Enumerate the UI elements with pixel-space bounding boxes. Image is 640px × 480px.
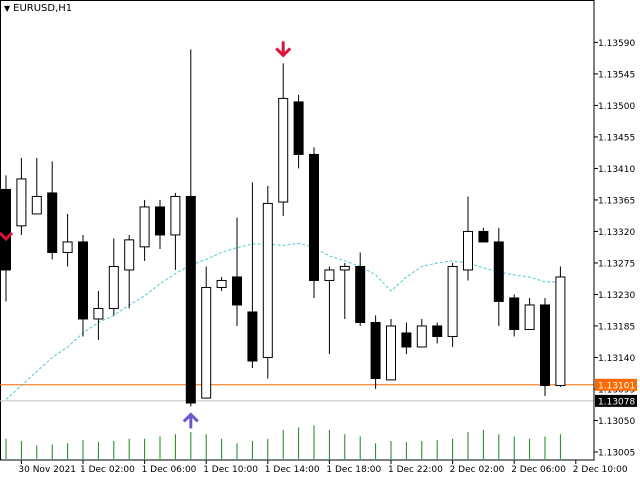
price-tick-label: 1.13140 (598, 354, 635, 364)
bull-candle[interactable] (463, 230, 473, 271)
sell-arrow-icon (0, 231, 14, 242)
bid-price-badge (595, 378, 637, 391)
bull-candle[interactable] (201, 286, 212, 399)
bear-candle[interactable] (155, 206, 165, 236)
price-tick-label: 1.13455 (598, 133, 635, 143)
bull-candle[interactable] (416, 325, 427, 348)
time-tick-label: 1 Dec 18:00 (326, 465, 381, 475)
bear-candle[interactable] (493, 241, 504, 302)
time-tick-label: 2 Dec 02:00 (450, 465, 505, 475)
bull-candle[interactable] (386, 325, 396, 381)
bull-candle[interactable] (216, 279, 227, 288)
ask-price-badge (595, 394, 637, 407)
bull-candle[interactable] (31, 195, 42, 215)
price-tick-label: 1.13365 (598, 196, 635, 206)
triangle-down-icon[interactable]: ▼ (4, 4, 11, 13)
price-tick-label: 1.13275 (598, 259, 635, 269)
ask-price-label: 1.13078 (598, 397, 635, 407)
bull-candle[interactable] (170, 195, 181, 236)
time-tick-label: 1 Dec 10:00 (203, 465, 258, 475)
bull-candle[interactable] (555, 276, 566, 386)
bear-candle[interactable] (401, 332, 412, 348)
bear-candle[interactable] (355, 265, 366, 323)
bull-candle[interactable] (93, 307, 104, 320)
time-tick-label: 1 Dec 22:00 (388, 465, 443, 475)
bear-candle[interactable] (432, 325, 443, 337)
bull-candle[interactable] (62, 241, 73, 253)
symbol-title[interactable]: ▼ EURUSD,H1 (4, 3, 72, 14)
time-tick-label: 1 Dec 02:00 (80, 465, 135, 475)
bull-candle[interactable] (447, 265, 458, 337)
price-tick-label: 1.13545 (598, 70, 635, 80)
bear-candle[interactable] (78, 241, 88, 320)
bull-candle[interactable] (108, 265, 119, 309)
plot-frame (0, 0, 595, 461)
bull-candle[interactable] (524, 304, 535, 330)
bull-candle[interactable] (339, 265, 350, 271)
time-tick-label: 30 Nov 2021 (18, 465, 76, 475)
bear-candle[interactable] (293, 101, 304, 155)
price-tick-label: 1.13320 (598, 228, 635, 238)
bear-candle[interactable] (232, 276, 242, 306)
time-tick-label: 2 Dec 06:00 (511, 465, 566, 475)
bear-candle[interactable] (370, 321, 381, 379)
time-tick-label: 2 Dec 10:00 (573, 465, 628, 475)
price-tick-label: 1.13500 (598, 102, 635, 112)
bull-candle[interactable] (124, 239, 135, 271)
sell-arrow-icon (275, 41, 292, 58)
bear-candle[interactable] (309, 153, 319, 281)
bull-candle[interactable] (262, 202, 273, 358)
bid-price-label: 1.13101 (598, 381, 635, 391)
buy-arrow-icon (182, 412, 199, 429)
symbol-timeframe-label: EURUSD,H1 (13, 3, 73, 14)
bull-candle[interactable] (139, 206, 150, 248)
time-tick-label: 1 Dec 14:00 (265, 465, 320, 475)
price-tick-label: 1.13230 (598, 291, 635, 301)
bear-candle[interactable] (247, 311, 258, 362)
bear-candle[interactable] (478, 230, 489, 243)
price-tick-label: 1.13185 (598, 322, 635, 332)
bull-candle[interactable] (16, 178, 27, 227)
bear-candle[interactable] (185, 195, 196, 404)
price-tick-label: 1.13590 (598, 39, 635, 49)
price-tick-label: 1.13005 (598, 449, 635, 459)
price-tick-label: 1.13050 (598, 417, 635, 427)
time-tick-label: 1 Dec 06:00 (142, 465, 197, 475)
price-tick-label: 1.13410 (598, 165, 635, 175)
bear-candle[interactable] (47, 192, 58, 253)
bear-candle[interactable] (540, 304, 550, 386)
bear-candle[interactable] (509, 297, 520, 330)
bear-candle[interactable] (1, 188, 11, 271)
bull-candle[interactable] (324, 269, 335, 281)
moving-average-line (5, 242, 561, 400)
bull-candle[interactable] (278, 97, 289, 203)
